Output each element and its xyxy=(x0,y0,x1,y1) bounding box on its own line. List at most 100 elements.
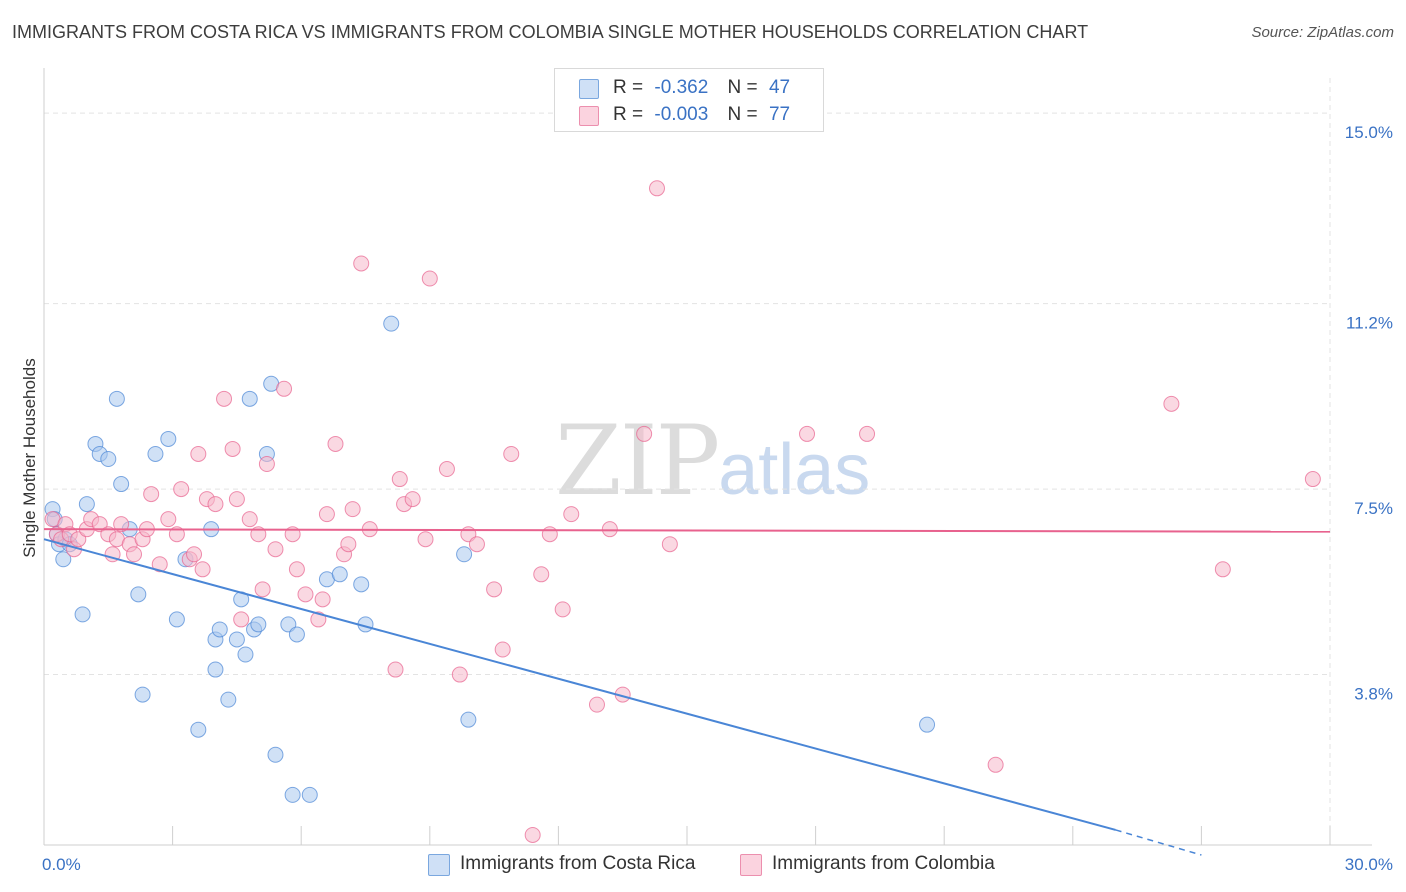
point-colombia xyxy=(799,425,816,442)
point-costa-rica xyxy=(211,621,228,638)
point-colombia xyxy=(254,581,271,598)
point-costa-rica xyxy=(228,631,245,648)
point-colombia xyxy=(1304,471,1321,488)
point-colombia xyxy=(468,536,485,553)
point-colombia xyxy=(151,556,168,573)
point-costa-rica xyxy=(288,626,305,643)
point-colombia xyxy=(486,581,503,598)
point-costa-rica xyxy=(130,586,147,603)
series-label-colombia: Immigrants from Colombia xyxy=(772,853,995,874)
point-costa-rica xyxy=(100,450,117,467)
point-colombia xyxy=(601,521,618,538)
point-colombia xyxy=(451,666,468,683)
point-colombia xyxy=(173,481,190,498)
legend-n-value: 77 xyxy=(768,104,791,125)
series-label-costa-rica: Immigrants from Costa Rica xyxy=(460,853,696,874)
legend-swatch-colombia xyxy=(579,106,599,126)
watermark-zip: ZIP xyxy=(555,405,720,517)
point-colombia xyxy=(318,506,335,523)
legend-r-label: R = xyxy=(613,104,644,125)
point-colombia xyxy=(207,496,224,513)
legend-n-label: N = xyxy=(727,77,758,98)
point-colombia xyxy=(987,756,1004,773)
trendline-costa-rica xyxy=(43,538,1116,831)
trendline-colombia xyxy=(43,528,1331,533)
watermark-atlas: atlas xyxy=(718,430,871,510)
point-colombia xyxy=(859,425,876,442)
point-colombia xyxy=(533,566,550,583)
point-colombia xyxy=(258,456,275,473)
legend-r-value: -0.003 xyxy=(654,104,709,125)
point-costa-rica xyxy=(55,551,72,568)
legend-n-label: N = xyxy=(727,104,758,125)
point-costa-rica xyxy=(237,646,254,663)
point-colombia xyxy=(524,826,541,843)
chart-title: IMMIGRANTS FROM COSTA RICA VS IMMIGRANTS… xyxy=(12,22,1089,42)
point-colombia xyxy=(353,255,370,272)
point-colombia xyxy=(190,445,207,462)
point-colombia xyxy=(648,180,665,197)
point-costa-rica xyxy=(456,546,473,563)
point-colombia xyxy=(503,445,520,462)
legend-r-label: R = xyxy=(613,77,644,98)
point-colombia xyxy=(404,491,421,508)
point-costa-rica xyxy=(207,661,224,678)
point-colombia xyxy=(113,516,130,533)
point-costa-rica xyxy=(353,576,370,593)
point-colombia xyxy=(297,586,314,603)
point-colombia xyxy=(314,591,331,608)
series-legend: Immigrants from Costa Rica Immigrants fr… xyxy=(0,852,1406,878)
point-colombia xyxy=(276,380,293,397)
point-colombia xyxy=(224,440,241,457)
point-colombia xyxy=(241,511,258,528)
point-colombia xyxy=(327,435,344,452)
legend-r-value: -0.362 xyxy=(654,77,709,98)
point-costa-rica xyxy=(267,746,284,763)
point-costa-rica xyxy=(331,566,348,583)
point-costa-rica xyxy=(190,721,207,738)
point-colombia xyxy=(194,561,211,578)
point-colombia xyxy=(1214,561,1231,578)
point-colombia xyxy=(636,425,653,442)
point-costa-rica xyxy=(383,315,400,332)
point-colombia xyxy=(1163,395,1180,412)
point-colombia xyxy=(554,601,571,618)
point-costa-rica xyxy=(160,430,177,447)
point-colombia xyxy=(288,561,305,578)
point-colombia xyxy=(661,536,678,553)
trendline-costa-rica-extension xyxy=(1115,829,1202,856)
stats-legend: R = -0.362 N = 47 R = -0.003 N = 77 xyxy=(554,68,824,132)
point-costa-rica xyxy=(919,716,936,733)
point-costa-rica xyxy=(147,445,164,462)
y-tick-label: 11.2% xyxy=(1346,314,1393,333)
point-colombia xyxy=(143,486,160,503)
point-costa-rica xyxy=(113,476,130,493)
point-colombia xyxy=(126,546,143,563)
x-tick-label: 30.0% xyxy=(1345,855,1393,874)
point-costa-rica xyxy=(241,390,258,407)
series-swatch-colombia xyxy=(740,854,762,876)
point-costa-rica xyxy=(460,711,477,728)
point-costa-rica xyxy=(250,616,267,633)
point-costa-rica xyxy=(284,786,301,803)
point-colombia xyxy=(421,270,438,287)
point-colombia xyxy=(438,461,455,478)
point-colombia xyxy=(340,536,357,553)
point-colombia xyxy=(387,661,404,678)
point-colombia xyxy=(160,511,177,528)
point-costa-rica xyxy=(301,786,318,803)
point-colombia xyxy=(344,501,361,518)
chart-source: Source: ZipAtlas.com xyxy=(1251,24,1394,41)
point-costa-rica xyxy=(74,606,91,623)
legend-stats-colombia: R = -0.003 N = 77 xyxy=(613,104,790,126)
y-tick-label: 7.5% xyxy=(1354,499,1393,518)
legend-stats-costa-rica: R = -0.362 N = 47 xyxy=(613,77,790,99)
point-costa-rica xyxy=(78,496,95,513)
point-colombia xyxy=(267,541,284,558)
legend-n-value: 47 xyxy=(768,77,791,98)
point-colombia xyxy=(494,641,511,658)
point-colombia xyxy=(563,506,580,523)
point-colombia xyxy=(417,531,434,548)
point-colombia xyxy=(216,390,233,407)
